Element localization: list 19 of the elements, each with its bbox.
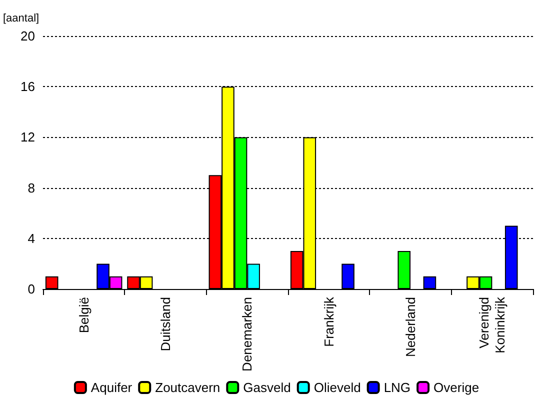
x-tick-label: België [76, 297, 92, 334]
legend-label: Olieveld [314, 380, 361, 395]
legend-label: Aquifer [90, 380, 133, 395]
y-tick-label: 0 [28, 282, 35, 296]
x-tick-label: Frankrijk [321, 296, 336, 347]
x-tick-label: Nederland [403, 297, 418, 357]
y-axis-title: [aantal] [3, 12, 40, 24]
y-tick-label: 12 [20, 130, 35, 145]
x-tick-label: Duitsland [158, 297, 173, 352]
x-tick-label: Verenigd Koninkrijk [476, 296, 508, 354]
legend-label: Zoutcavern [155, 380, 220, 395]
x-tick-label: Denemarken [240, 297, 255, 372]
legend-label: Gasveld [243, 380, 291, 395]
legend-label: LNG [384, 380, 411, 395]
y-tick-label: 16 [20, 79, 35, 94]
y-tick-label: 4 [28, 230, 35, 246]
y-tick-label: 8 [28, 180, 35, 196]
y-tick-label: 20 [20, 28, 35, 44]
legend-label: Overige [434, 380, 480, 395]
